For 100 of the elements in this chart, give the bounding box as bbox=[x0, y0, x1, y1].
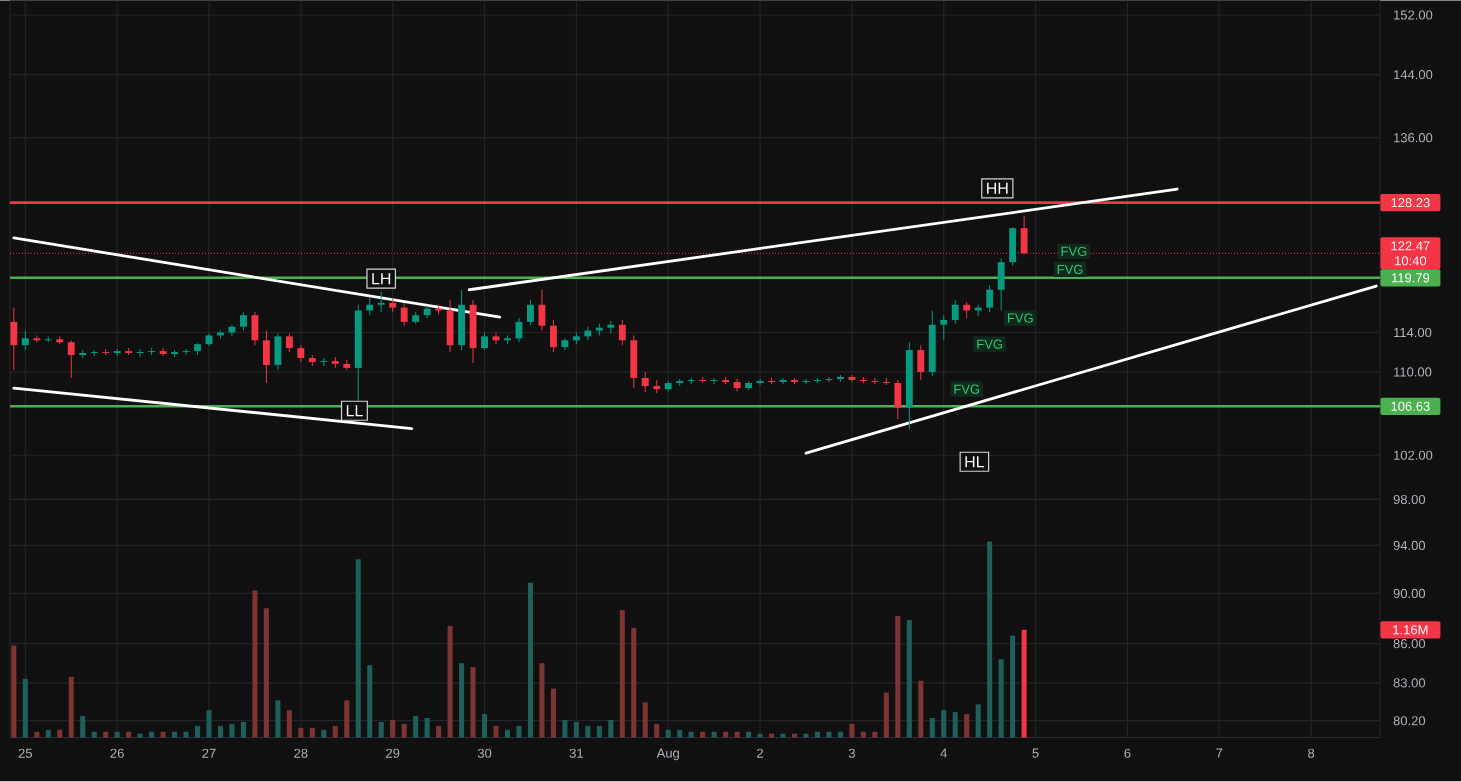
bar bbox=[631, 628, 637, 738]
bar bbox=[585, 726, 591, 738]
bar bbox=[975, 704, 981, 738]
bar bbox=[229, 724, 235, 738]
bar bbox=[367, 665, 373, 738]
candlestick bbox=[733, 378, 741, 392]
annotation: FVG bbox=[1061, 246, 1087, 257]
bar bbox=[103, 731, 109, 738]
x-tick-label: 30 bbox=[477, 748, 492, 758]
candlestick bbox=[377, 291, 385, 314]
bar bbox=[642, 702, 648, 738]
bar bbox=[217, 726, 224, 738]
bar bbox=[80, 716, 86, 738]
bar bbox=[459, 663, 465, 738]
bar bbox=[608, 720, 614, 738]
bar bbox=[172, 731, 178, 738]
bar bbox=[562, 720, 568, 738]
candlestick bbox=[159, 347, 167, 357]
candlestick bbox=[240, 312, 247, 332]
bar bbox=[355, 559, 361, 738]
ref-line-label: 119.79 bbox=[1392, 273, 1430, 283]
y-tick-label: 102.00 bbox=[1394, 450, 1433, 461]
bar bbox=[860, 731, 866, 738]
bar bbox=[504, 729, 511, 738]
ref-line-label: 128.23 bbox=[1391, 198, 1430, 208]
x-tick-label: 26 bbox=[110, 748, 124, 758]
bar bbox=[654, 724, 660, 738]
x-tick-label: 28 bbox=[294, 748, 308, 758]
y-tick-label: 83.00 bbox=[1393, 678, 1426, 688]
bar bbox=[447, 626, 453, 738]
bar bbox=[895, 616, 901, 738]
y-tick-label: 144.00 bbox=[1394, 70, 1433, 80]
bar bbox=[803, 733, 809, 738]
candlestick bbox=[400, 302, 408, 327]
candlestick bbox=[423, 305, 431, 319]
y-tick-label: 90.00 bbox=[1393, 589, 1426, 599]
annotation: HL bbox=[965, 456, 985, 468]
annotation: HH bbox=[987, 183, 1008, 195]
y-tick-label: 110.00 bbox=[1394, 367, 1432, 377]
x-tick-label: 3 bbox=[848, 748, 855, 758]
bar bbox=[677, 729, 683, 738]
bar bbox=[309, 728, 315, 738]
bar bbox=[57, 729, 63, 738]
bar bbox=[814, 731, 820, 738]
candlestick bbox=[538, 289, 546, 332]
bar bbox=[378, 722, 384, 738]
x-tick-label: Aug bbox=[656, 748, 679, 761]
candlestick bbox=[871, 377, 879, 385]
bar bbox=[837, 731, 843, 738]
bar bbox=[619, 610, 625, 738]
annotation: FVG bbox=[954, 384, 980, 394]
y-tick-label: 94.00 bbox=[1393, 541, 1426, 551]
candlestick bbox=[527, 299, 534, 326]
bar bbox=[769, 733, 775, 738]
annotation: FVG bbox=[1007, 313, 1033, 323]
bar bbox=[45, 729, 51, 738]
y-tick-label: 136.00 bbox=[1394, 133, 1433, 143]
text: 1.16M bbox=[1393, 625, 1428, 635]
bar bbox=[160, 731, 166, 738]
bar bbox=[344, 700, 350, 738]
bar bbox=[700, 731, 706, 738]
bar bbox=[206, 710, 212, 738]
candlestick bbox=[136, 348, 144, 358]
bar bbox=[883, 692, 889, 738]
ref-line-label: 106.63 bbox=[1391, 401, 1430, 412]
candlestick bbox=[756, 378, 764, 386]
bar bbox=[791, 733, 798, 738]
candlestick bbox=[917, 344, 925, 381]
bar bbox=[757, 733, 763, 738]
candlestick bbox=[21, 330, 29, 351]
bar bbox=[1010, 635, 1016, 738]
bar bbox=[275, 700, 281, 738]
bar bbox=[401, 724, 407, 738]
bar bbox=[436, 726, 442, 738]
bar bbox=[413, 716, 419, 738]
bar bbox=[952, 712, 958, 738]
bar bbox=[929, 718, 935, 738]
x-tick-label: 5 bbox=[1032, 748, 1039, 758]
bar bbox=[711, 731, 717, 738]
bar bbox=[665, 729, 671, 738]
bar bbox=[987, 541, 993, 738]
bar bbox=[872, 731, 878, 738]
candlestick bbox=[10, 307, 18, 371]
bar bbox=[194, 726, 201, 738]
bar bbox=[539, 663, 545, 738]
bar bbox=[263, 608, 269, 738]
bar bbox=[1021, 629, 1027, 738]
x-tick-label: 25 bbox=[18, 748, 32, 758]
bar bbox=[11, 645, 17, 738]
bar bbox=[470, 667, 476, 738]
candlestick bbox=[641, 371, 649, 393]
annotation: FVG bbox=[977, 339, 1003, 349]
bar bbox=[906, 620, 912, 738]
bar bbox=[849, 724, 855, 738]
bar bbox=[390, 720, 396, 738]
candlestick bbox=[848, 374, 856, 383]
bar bbox=[550, 688, 556, 738]
bar bbox=[22, 679, 28, 738]
x-tick-label: 29 bbox=[386, 748, 400, 758]
x-tick-label: 2 bbox=[757, 748, 764, 758]
